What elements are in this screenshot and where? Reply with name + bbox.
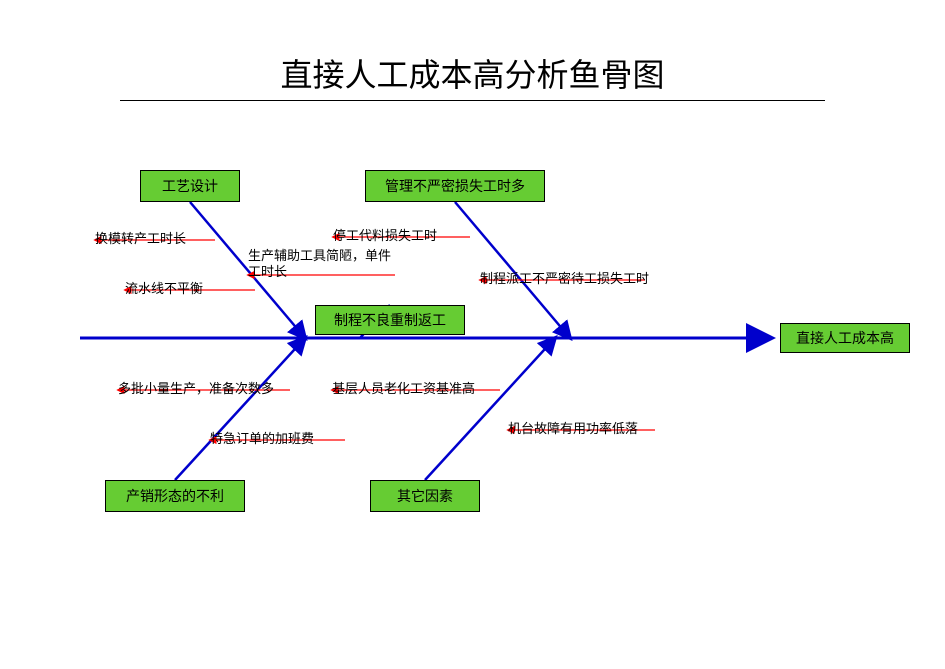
bone-line	[175, 338, 305, 480]
category-box-label: 工艺设计	[162, 176, 218, 196]
diagram-title: 直接人工成本高分析鱼骨图	[0, 50, 945, 96]
category-box-label: 产销形态的不利	[126, 486, 224, 506]
fishbone-diagram: 直接人工成本高分析鱼骨图 工艺设计 管理不严密损失工时多制程不良重制返工产销形态的…	[0, 0, 945, 669]
category-box-process-design: 工艺设计	[140, 170, 240, 202]
category-box-label: 直接人工成本高	[796, 328, 894, 348]
cause-label: 换模转产工时长	[95, 228, 186, 247]
category-box-mgmt-loose: 管理不严密损失工时多	[365, 170, 545, 202]
cause-label: 基层人员老化工资基准高	[332, 378, 475, 397]
cause-label: 多批小量生产，准备次数多	[118, 378, 274, 397]
title-underline	[120, 100, 825, 101]
category-box-label: 制程不良重制返工	[334, 310, 446, 330]
cause-label: 停工代料损失工时	[333, 225, 437, 244]
category-box-label: 其它因素	[397, 486, 453, 506]
category-box-other: 其它因素	[370, 480, 480, 512]
cause-label: 生产辅助工具简陋，单件工时长	[248, 248, 398, 279]
cause-label: 机台故障有用功率低落	[508, 418, 638, 437]
category-box-sales-form: 产销形态的不利	[105, 480, 245, 512]
cause-label: 流水线不平衡	[125, 278, 203, 297]
category-box-head: 直接人工成本高	[780, 323, 910, 353]
category-box-rework: 制程不良重制返工	[315, 305, 465, 335]
cause-label: 制程派工不严密待工损失工时	[480, 268, 649, 287]
category-box-label: 管理不严密损失工时多	[385, 176, 525, 196]
bone-line	[425, 338, 555, 480]
cause-label: 特急订单的加班费	[210, 428, 314, 447]
